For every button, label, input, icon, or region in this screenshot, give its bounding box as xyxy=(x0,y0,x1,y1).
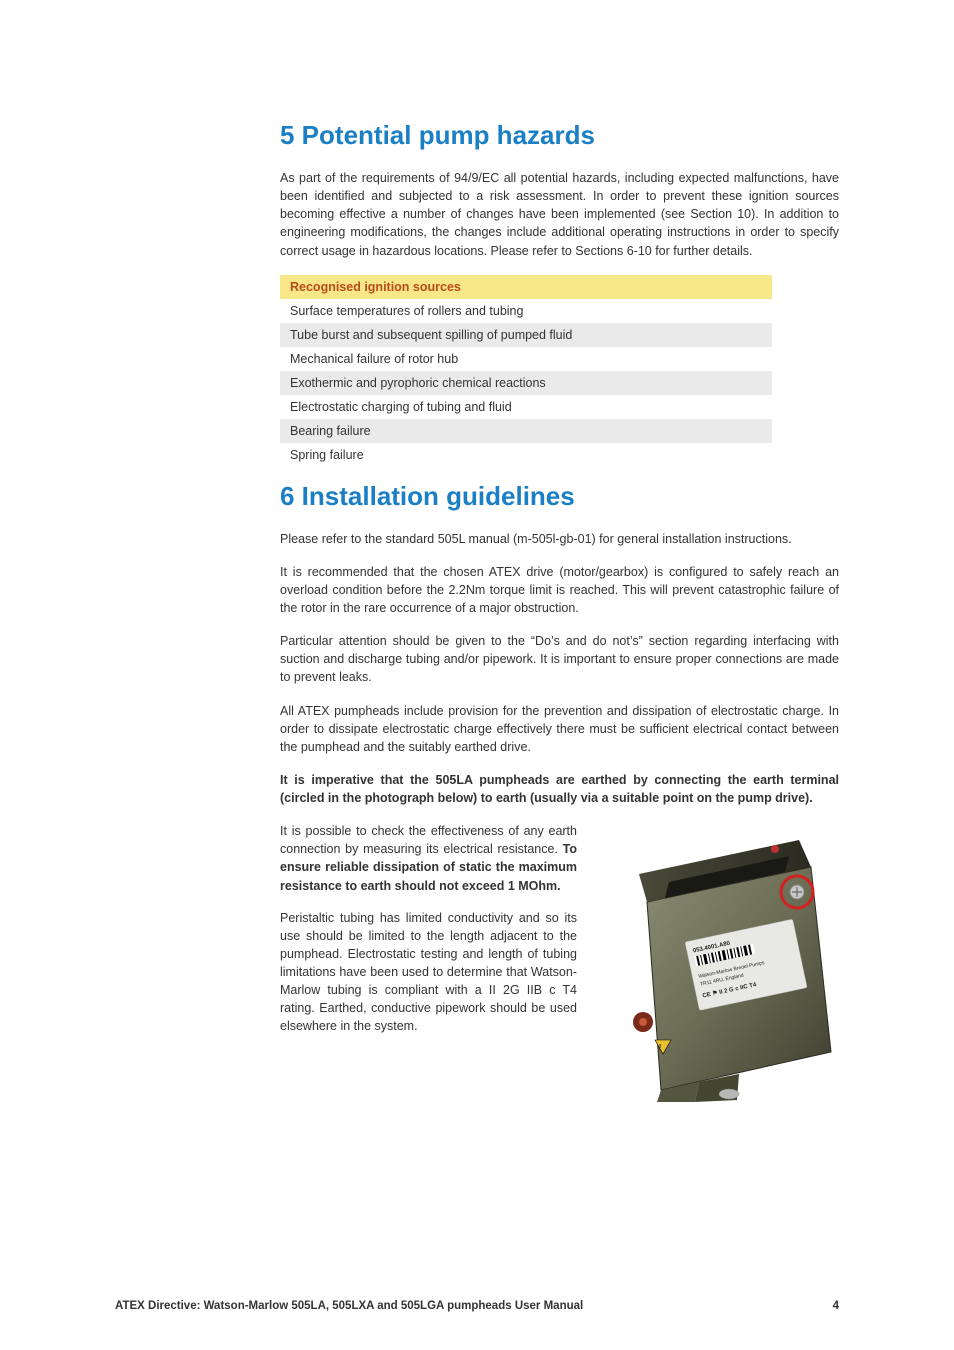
pump-illustration: ! 053.4001.A80 xyxy=(599,822,839,1102)
section-6-heading: 6 Installation guidelines xyxy=(280,481,839,512)
table-cell: Tube burst and subsequent spilling of pu… xyxy=(280,323,772,347)
section-6-p5-bold: It is imperative that the 505LA pumphead… xyxy=(280,771,839,807)
section-5-heading: 5 Potential pump hazards xyxy=(280,120,839,151)
table-row: Tube burst and subsequent spilling of pu… xyxy=(280,323,772,347)
table-row: Surface temperatures of rollers and tubi… xyxy=(280,299,772,323)
product-photo: ! 053.4001.A80 xyxy=(599,822,839,1102)
table-row: Bearing failure xyxy=(280,419,772,443)
ignition-sources-table: Recognised ignition sources Surface temp… xyxy=(280,275,772,467)
section-6-p7: Peristaltic tubing has limited conductiv… xyxy=(280,909,577,1036)
section-6-p2: It is recommended that the chosen ATEX d… xyxy=(280,563,839,617)
section-6-p6-prefix: It is possible to check the effectivenes… xyxy=(280,824,577,856)
section-5-intro: As part of the requirements of 94/9/EC a… xyxy=(280,169,839,260)
page-footer: ATEX Directive: Watson-Marlow 505LA, 505… xyxy=(115,1300,839,1312)
table-row: Mechanical failure of rotor hub xyxy=(280,347,772,371)
two-column-block: It is possible to check the effectivenes… xyxy=(280,822,839,1102)
table-cell: Bearing failure xyxy=(280,419,772,443)
footer-title: ATEX Directive: Watson-Marlow 505LA, 505… xyxy=(115,1300,583,1312)
caution-icon: ! xyxy=(659,1043,661,1052)
section-6-p3: Particular attention should be given to … xyxy=(280,632,839,686)
table-row: Electrostatic charging of tubing and flu… xyxy=(280,395,772,419)
section-6-p4: All ATEX pumpheads include provision for… xyxy=(280,702,839,756)
table-row: Spring failure xyxy=(280,443,772,467)
section-6-p6: It is possible to check the effectivenes… xyxy=(280,822,577,895)
table-cell: Surface temperatures of rollers and tubi… xyxy=(280,299,772,323)
table-cell: Spring failure xyxy=(280,443,772,467)
table-row: Exothermic and pyrophoric chemical react… xyxy=(280,371,772,395)
table-header-row: Recognised ignition sources xyxy=(280,275,772,299)
table-header-cell: Recognised ignition sources xyxy=(280,275,772,299)
table-cell: Electrostatic charging of tubing and flu… xyxy=(280,395,772,419)
left-text-column: It is possible to check the effectivenes… xyxy=(280,822,577,1049)
table-cell: Exothermic and pyrophoric chemical react… xyxy=(280,371,772,395)
section-6-p1: Please refer to the standard 505L manual… xyxy=(280,530,839,548)
table-cell: Mechanical failure of rotor hub xyxy=(280,347,772,371)
footer-page-number: 4 xyxy=(833,1300,839,1312)
